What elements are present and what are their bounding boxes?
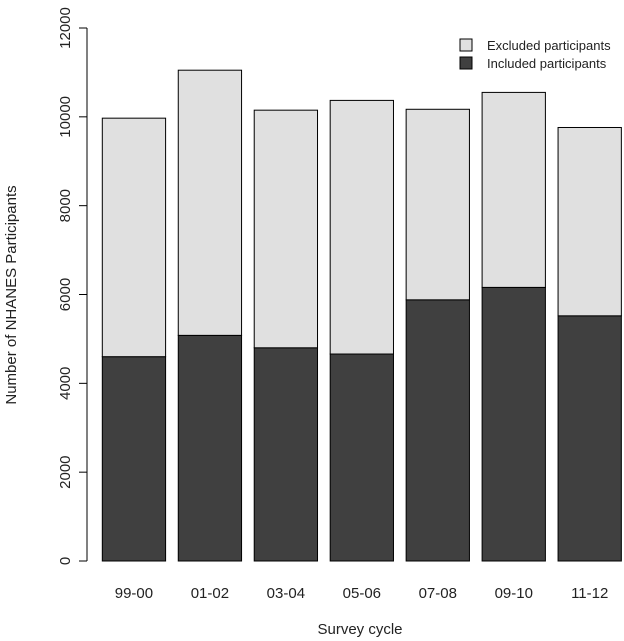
y-tick-label: 4000 [57,367,74,400]
bar-excluded-01-02 [177,69,243,336]
bar-excluded-05-06 [329,99,394,355]
bar-included-09-10 [481,286,546,562]
legend-swatch-excluded [459,38,473,52]
bar-included-99-00 [101,356,167,562]
x-axis-title: Survey cycle [317,621,402,638]
y-tick-label: 12000 [57,7,74,49]
legend-label-included: Included participants [487,56,607,71]
x-axis: 99-00 01-02 03-04 05-06 07-08 09-10 11-12 [115,585,609,602]
y-axis-title: Number of NHANES Participants [3,185,20,404]
bar-included-03-04 [253,347,319,562]
bar-excluded-03-04 [253,109,319,349]
bar-excluded-99-00 [101,117,167,358]
bar-included-11-12 [557,315,622,562]
x-tick-label: 03-04 [267,585,305,602]
bars-layer [101,69,622,562]
bar-excluded-09-10 [481,91,546,288]
bar-excluded-11-12 [557,126,622,317]
bar-included-01-02 [177,334,243,562]
x-tick-label: 11-12 [571,585,608,602]
y-tick-label: 10000 [57,96,74,138]
x-tick-label: 09-10 [495,585,533,602]
bar-included-05-06 [329,353,394,562]
legend: Excluded participants Included participa… [459,38,611,71]
y-tick-label: 0 [57,557,74,565]
y-tick-label: 6000 [57,278,74,311]
y-tick-label: 8000 [57,189,74,222]
x-tick-label: 01-02 [191,585,229,602]
x-tick-label: 07-08 [419,585,457,602]
bar-excluded-07-08 [405,108,470,301]
legend-label-excluded: Excluded participants [487,38,611,53]
bar-included-07-08 [405,299,470,562]
legend-swatch-included [459,56,473,70]
y-tick-label: 2000 [57,455,74,488]
x-tick-label: 99-00 [115,585,153,602]
x-tick-label: 05-06 [343,585,381,602]
y-axis: 0 2000 4000 6000 8000 10000 12000 [57,7,88,565]
